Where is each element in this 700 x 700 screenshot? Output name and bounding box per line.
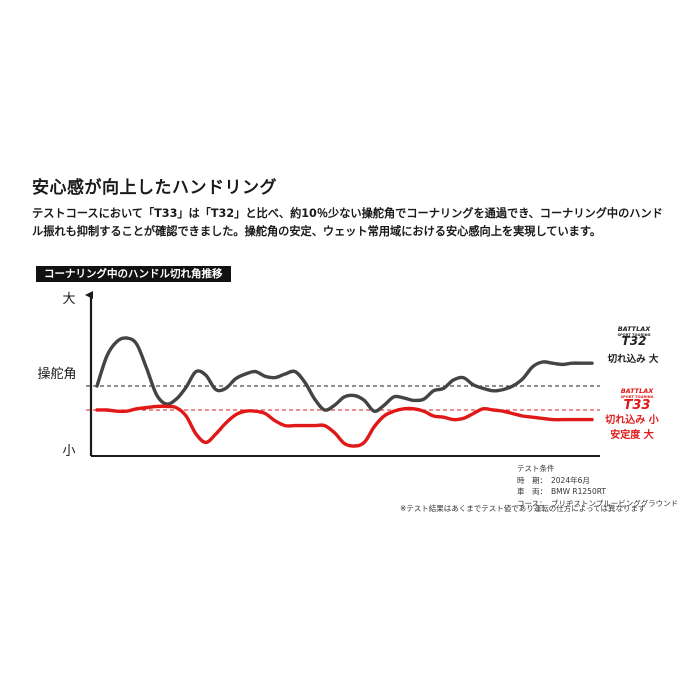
condition-label: コース： [517, 498, 547, 508]
series-line-t32 [95, 336, 594, 413]
condition-value: ブリヂストンプルービンググラウンド [551, 498, 679, 508]
legend-annotation-t33: 切れ込み 小 [605, 413, 658, 426]
series-line-t33 [95, 404, 594, 448]
legend-annotation-t32: 切れ込み 大 [608, 353, 659, 365]
lead-text: テストコースにおいて「T33」は「T32」と比べ、約10％少ない操舵角でコーナリ… [32, 207, 663, 238]
legend-annotation-t33: 安定度 大 [610, 428, 653, 441]
y-axis-label: 操舵角 [37, 366, 76, 382]
condition-label: 車 両： [517, 487, 547, 496]
chart-title: コーナリング中のハンドル切れ角推移 [36, 266, 231, 282]
section-heading: 安心感が向上したハンドリング [32, 178, 277, 198]
condition-label: 時 期： [517, 475, 547, 485]
brand-line-t33: SPORT TOURING [620, 395, 653, 399]
brand-logo-t32: BATTLAX [618, 325, 652, 333]
brand-line-t32: SPORT TOURING [617, 333, 650, 337]
condition-row-vehicle: 車 両： BMW R1250RT [517, 486, 678, 498]
y-max-label: 大 [62, 292, 75, 307]
test-conditions: テスト条件 時 期： 2024年6月 車 両： BMW R1250RT コース： ブリ… [517, 463, 678, 509]
brand-logo-t33: BATTLAX [621, 387, 655, 395]
y-min-label: 小 [62, 444, 75, 459]
disclaimer-note: ※テスト結果はあくまでテスト値であり運転の仕方によっては異なります [400, 504, 646, 513]
condition-row-course: コース： ブリヂストンプルービンググラウンド [517, 498, 678, 510]
legend-name-t33: T33 [624, 398, 651, 413]
condition-row-period: 時 期： 2024年6月 [517, 475, 678, 487]
condition-value: 2024年6月 [551, 475, 590, 485]
legend-name-t32: T32 [622, 334, 647, 348]
condition-value: BMW R1250RT [551, 487, 606, 496]
conditions-title: テスト条件 [517, 464, 555, 473]
